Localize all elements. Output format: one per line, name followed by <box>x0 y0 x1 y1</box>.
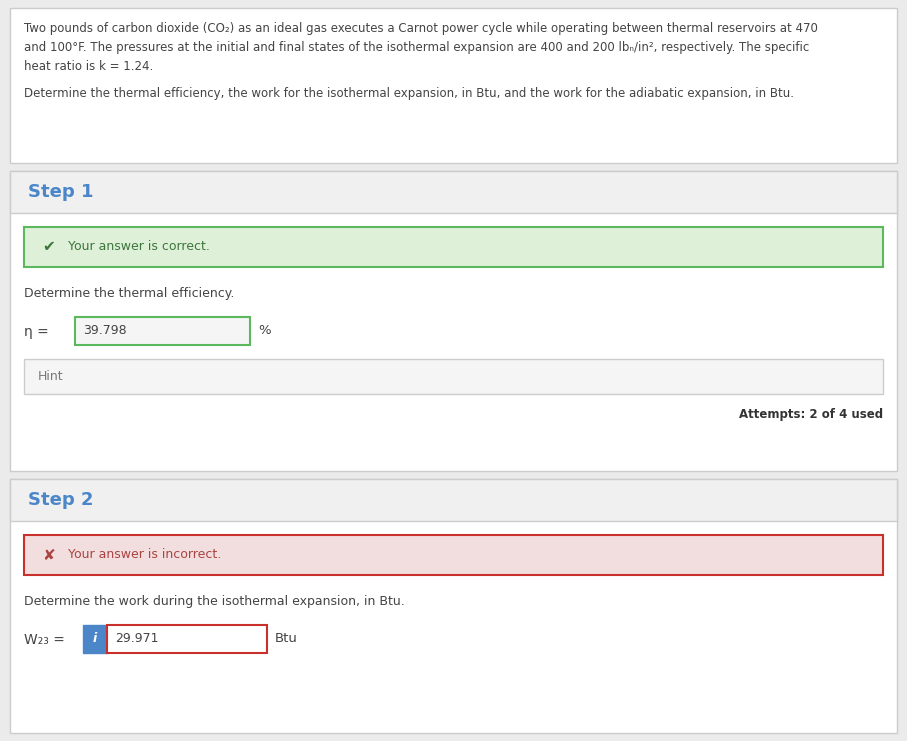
Text: Determine the work during the isothermal expansion, in Btu.: Determine the work during the isothermal… <box>24 595 405 608</box>
Text: Hint: Hint <box>38 370 63 383</box>
Bar <box>83 625 107 653</box>
Bar <box>10 479 897 521</box>
Text: η =: η = <box>24 325 49 339</box>
Bar <box>10 8 897 163</box>
Text: Two pounds of carbon dioxide (CO₂) as an ideal gas executes a Carnot power cycle: Two pounds of carbon dioxide (CO₂) as an… <box>24 22 818 35</box>
Text: Attempts: 2 of 4 used: Attempts: 2 of 4 used <box>739 408 883 421</box>
Text: Determine the thermal efficiency.: Determine the thermal efficiency. <box>24 287 234 300</box>
Bar <box>10 171 897 471</box>
Bar <box>10 171 897 213</box>
Text: and 100°F. The pressures at the initial and final states of the isothermal expan: and 100°F. The pressures at the initial … <box>24 41 809 54</box>
Text: W₂₃ =: W₂₃ = <box>24 633 65 647</box>
Text: ✘: ✘ <box>42 548 54 562</box>
Bar <box>75 317 250 345</box>
Text: heat ratio is k = 1.24.: heat ratio is k = 1.24. <box>24 60 153 73</box>
Bar <box>24 535 883 575</box>
Text: ✔: ✔ <box>42 239 54 254</box>
Text: 29.971: 29.971 <box>115 633 159 645</box>
Text: Btu: Btu <box>275 633 297 645</box>
Bar <box>24 359 883 394</box>
Text: i: i <box>93 633 97 645</box>
Bar <box>10 479 897 733</box>
Text: %: % <box>258 325 270 337</box>
Text: Determine the thermal efficiency, the work for the isothermal expansion, in Btu,: Determine the thermal efficiency, the wo… <box>24 87 794 100</box>
Bar <box>107 625 267 653</box>
Bar <box>24 227 883 267</box>
Text: Step 2: Step 2 <box>28 491 93 509</box>
Text: Step 1: Step 1 <box>28 183 93 201</box>
Text: 39.798: 39.798 <box>83 325 127 337</box>
Text: Your answer is correct.: Your answer is correct. <box>68 241 210 253</box>
Text: Your answer is incorrect.: Your answer is incorrect. <box>68 548 221 562</box>
